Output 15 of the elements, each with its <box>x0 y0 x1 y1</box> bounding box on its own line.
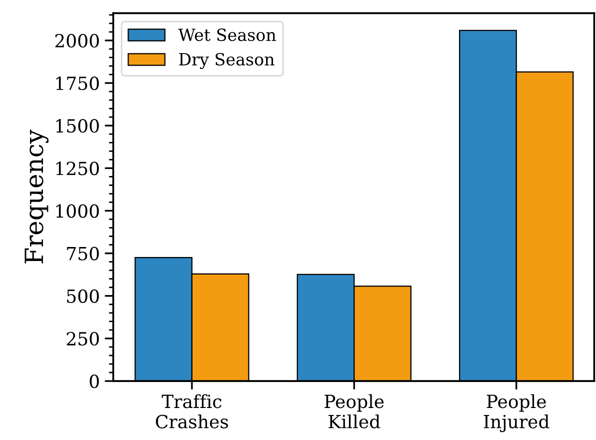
y-tick-label: 1500 <box>56 119 99 133</box>
y-tick-label: 500 <box>67 289 99 304</box>
legend-label: Wet Season <box>178 28 276 42</box>
y-tick-label: 2000 <box>55 34 99 48</box>
x-tick-label: Traffic Crashes <box>156 394 228 428</box>
y-tick-label: 250 <box>66 332 99 346</box>
y-tick-label: 0 <box>90 374 99 388</box>
y-tick-label: 1250 <box>56 162 99 176</box>
y-axis-title: Frequency <box>24 130 49 264</box>
x-tick-label: People Injured <box>484 394 550 432</box>
x-tick-label: People Killed <box>324 394 384 428</box>
legend-label: Dry Season <box>179 52 274 70</box>
y-tick-label: 1000 <box>56 204 99 218</box>
y-tick-label: 750 <box>67 246 99 260</box>
y-tick-label: 1750 <box>56 76 99 90</box>
